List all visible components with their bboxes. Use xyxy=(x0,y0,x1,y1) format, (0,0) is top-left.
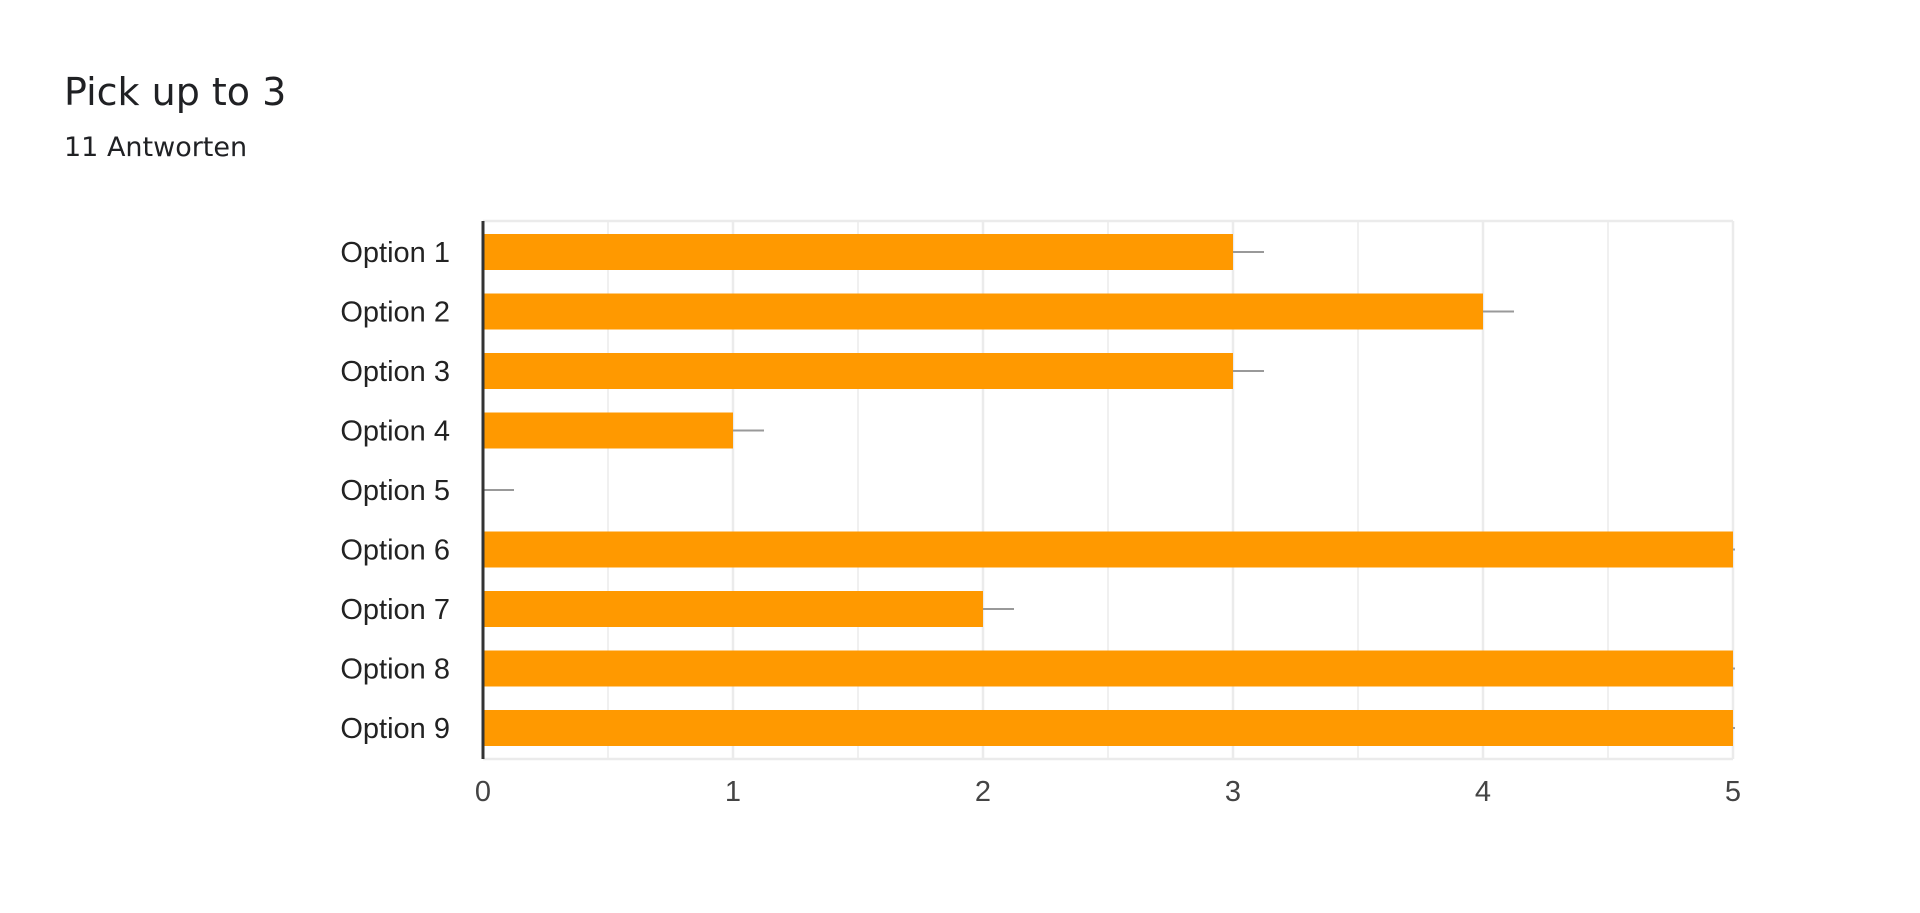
category-label: Option 4 xyxy=(340,416,450,448)
bar xyxy=(483,353,1233,389)
x-tick-label: 1 xyxy=(725,776,741,808)
bar xyxy=(483,234,1233,270)
x-tick-label: 2 xyxy=(975,776,991,808)
category-label: Option 8 xyxy=(340,654,450,686)
question-title: Pick up to 3 xyxy=(64,70,287,114)
category-labels: Option 1 Option 2 Option 3 Option 4 Option 5… xyxy=(340,237,450,745)
bar xyxy=(483,591,983,627)
bar xyxy=(483,412,733,449)
category-label: Option 2 xyxy=(340,297,450,329)
category-label: Option 3 xyxy=(340,356,450,388)
x-tick-label: 3 xyxy=(1225,776,1241,808)
category-label: Option 9 xyxy=(340,713,450,745)
category-label: Option 7 xyxy=(340,594,450,626)
bar xyxy=(483,650,1733,687)
question-header: Pick up to 3 11 Antworten xyxy=(64,64,286,168)
response-count: 11 Antworten xyxy=(64,132,248,163)
category-label: Option 6 xyxy=(340,535,450,567)
bar xyxy=(483,293,1483,330)
bar xyxy=(483,531,1733,568)
category-label: Option 1 xyxy=(340,237,450,269)
bar xyxy=(483,710,1733,746)
category-label: Option 5 xyxy=(340,475,450,507)
x-axis-tick-labels: 0 1 2 3 4 5 xyxy=(475,776,1741,808)
x-tick-label: 5 xyxy=(1725,776,1741,808)
bars xyxy=(483,234,1735,746)
x-tick-label: 4 xyxy=(1475,776,1491,808)
x-tick-label: 0 xyxy=(475,776,491,808)
